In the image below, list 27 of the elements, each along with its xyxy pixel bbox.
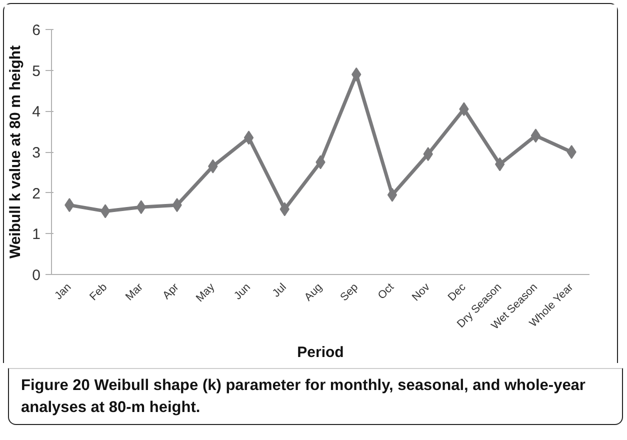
caption: Figure 20 Weibull shape (k) parameter for monthly, seasonal, and whole-year analyses at 80-m height. — [21, 376, 586, 418]
x-tick-label: Apr — [160, 281, 182, 302]
x-tick-label: Aug — [302, 281, 325, 304]
y-tick-label: 0 — [32, 267, 40, 284]
x-tick-label: Jan — [52, 281, 74, 302]
y-tick-label: 2 — [32, 185, 40, 202]
x-tick-label: Feb — [88, 281, 110, 304]
x-tick-label: Sep — [338, 281, 361, 304]
x-tick-label: Mar — [124, 281, 146, 304]
point — [244, 130, 254, 145]
x-tick-label: Dec — [446, 280, 469, 304]
y-axis-title: Weibull k value at 80 m height — [7, 45, 24, 259]
x-tick-label: Jun — [232, 281, 254, 302]
point — [387, 188, 398, 202]
point — [100, 204, 110, 218]
point — [530, 128, 541, 143]
x-tick-label: Nov — [410, 280, 433, 304]
y-tick-label: 4 — [32, 104, 40, 121]
x-tick-label: Jul — [270, 281, 289, 300]
y-tick-label: 5 — [32, 62, 40, 80]
x-tick-label: May — [194, 280, 218, 304]
y-tick-label: 6 — [32, 22, 40, 39]
x-tick-label: Oct — [376, 281, 396, 302]
point — [566, 145, 576, 159]
y-tick-label: 1 — [32, 226, 40, 244]
x-axis-title: Period — [297, 344, 344, 362]
y-tick-label: 3 — [32, 144, 40, 162]
